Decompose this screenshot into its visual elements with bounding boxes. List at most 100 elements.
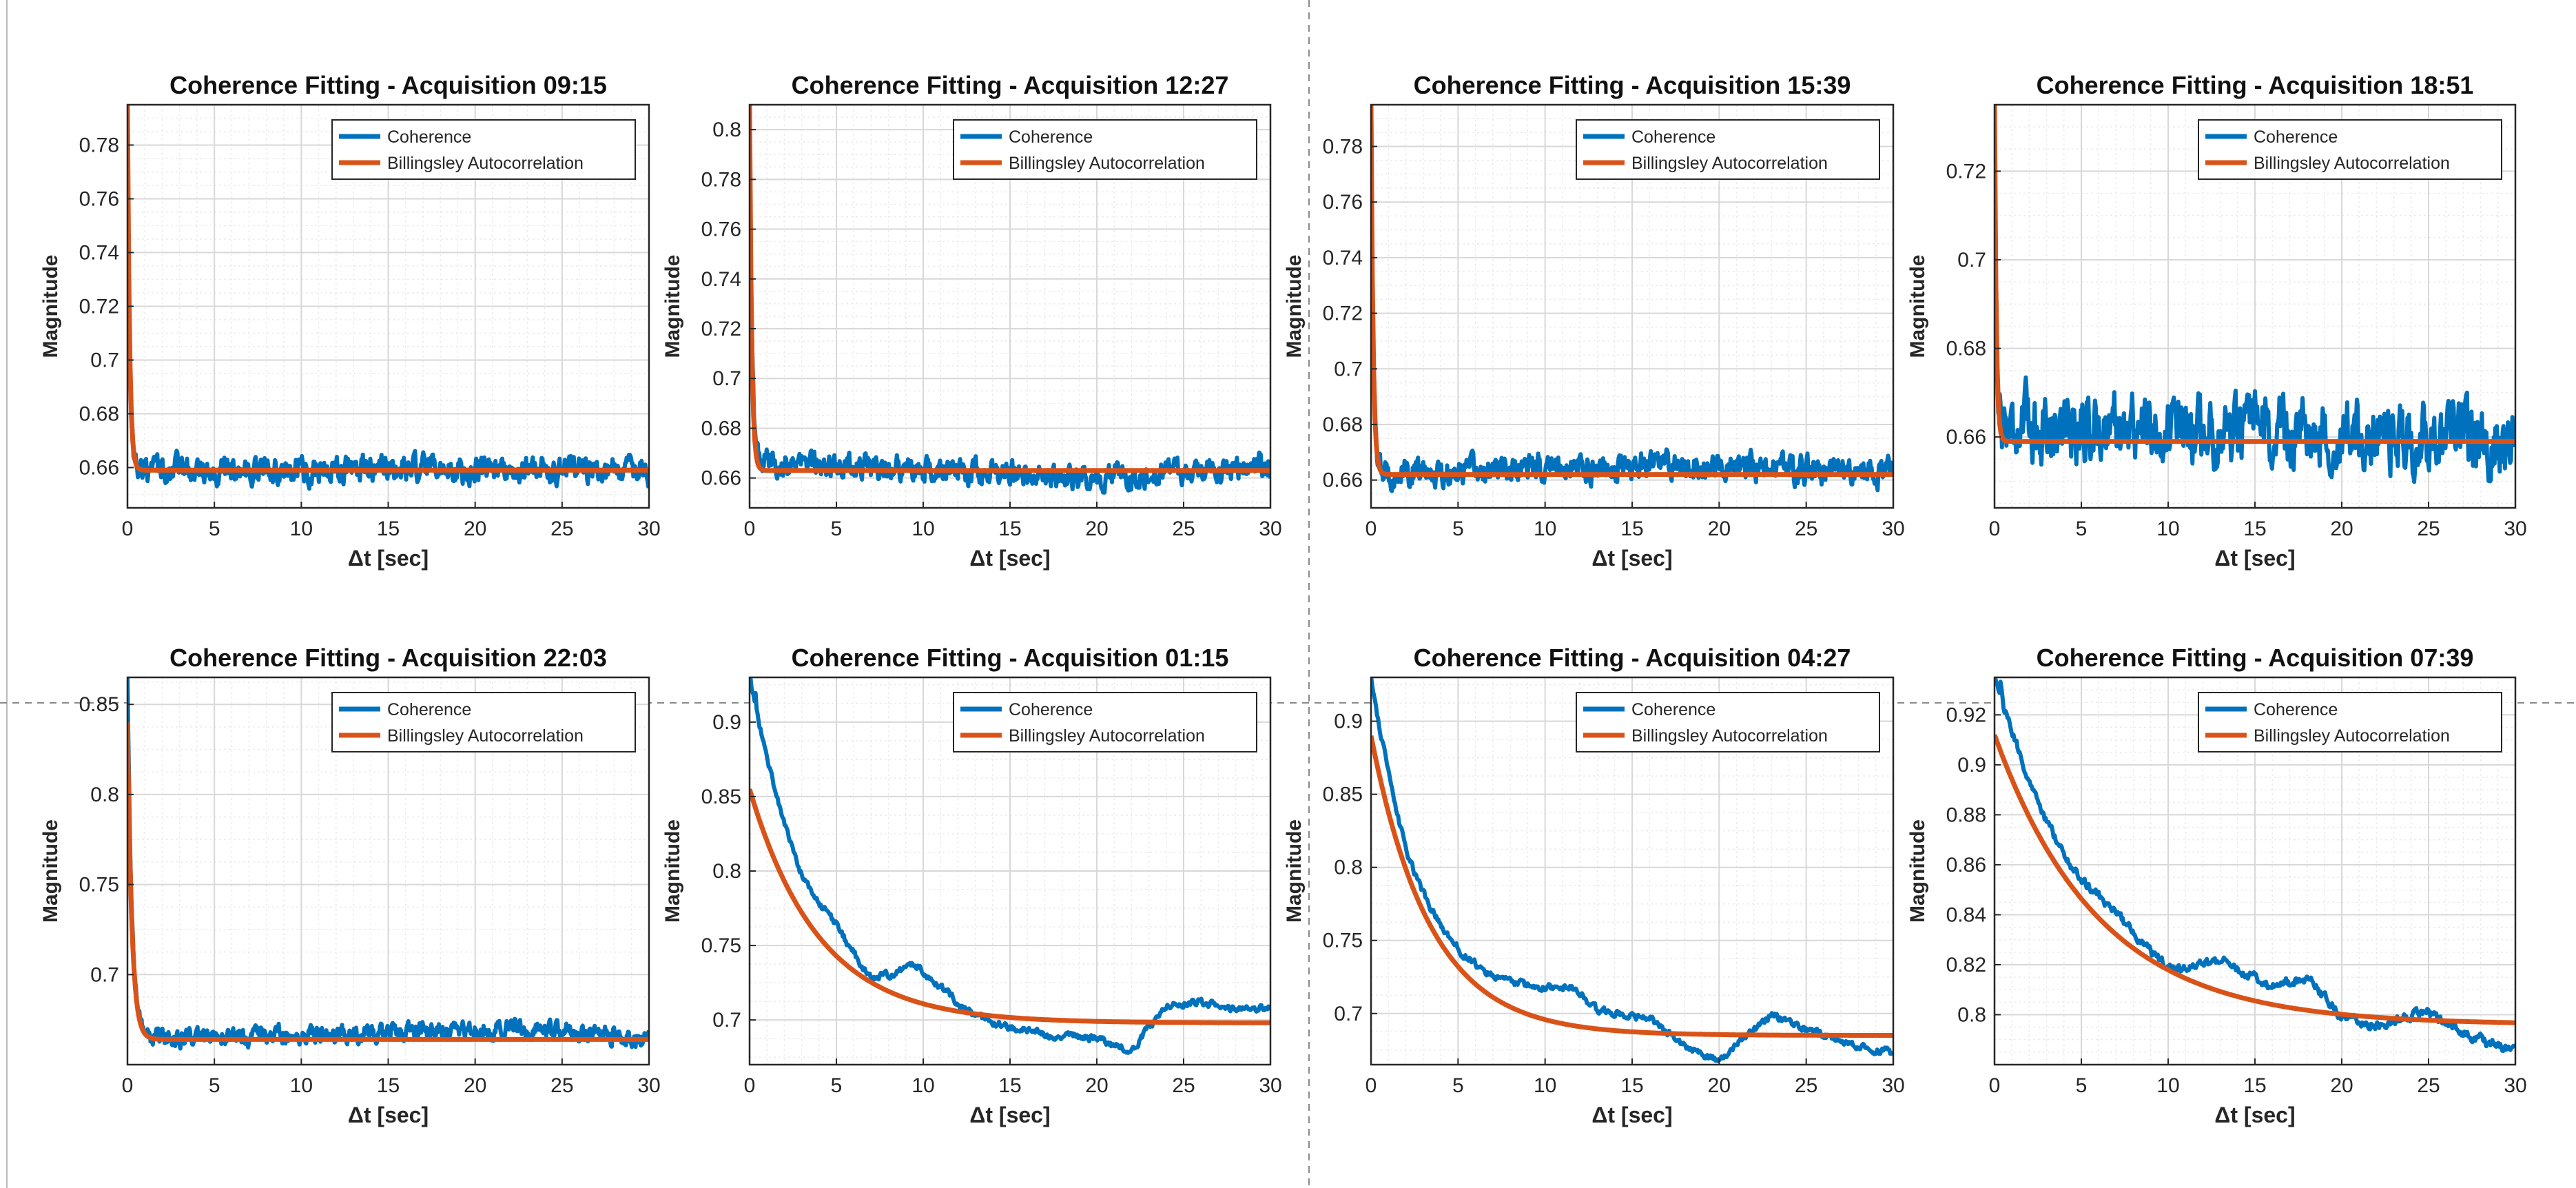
x-tick-label: 5	[2076, 1074, 2088, 1097]
legend-box	[1576, 692, 1880, 752]
y-tick-label: 0.8	[90, 784, 119, 806]
legend-label-coherence: Coherence	[2254, 127, 2338, 147]
x-tick-label: 10	[911, 518, 934, 540]
y-tick-label: 0.68	[1946, 338, 1986, 360]
legend: Coherence Billingsley Autocorrelation	[331, 692, 636, 752]
x-tick-label: 25	[2417, 518, 2440, 540]
legend: Coherence Billingsley Autocorrelation	[1576, 119, 1880, 180]
chart-panel: 0 5 10 15 20 25 30 0.7 0.75 0.8 0.85 0.9 Coherence F…	[661, 644, 1282, 1127]
x-tick-label: 5	[209, 518, 220, 540]
x-tick-label: 30	[637, 1074, 660, 1097]
fit-curve	[127, 105, 649, 473]
legend-label-coherence: Coherence	[1631, 700, 1715, 719]
chart-panel: 0 5 10 15 20 25 30 0.66 0.68 0.7 0.72 0.74 0.76 0.78 C…	[39, 71, 661, 571]
x-tick-label: 15	[998, 518, 1021, 540]
x-tick-label: 0	[1366, 518, 1377, 540]
y-tick-label: 0.72	[701, 318, 741, 340]
x-tick-label: 30	[1882, 1074, 1904, 1097]
y-tick-label: 0.74	[701, 268, 741, 291]
chart-title: Coherence Fitting - Acquisition 07:39	[2037, 644, 2474, 672]
coherence-line	[127, 677, 649, 1051]
legend-label-fit: Billingsley Autocorrelation	[1009, 154, 1205, 173]
chart-panel: 0 5 10 15 20 25 30 0.66 0.68 0.7 0.72 0.74 0.76 0.78 C…	[1283, 71, 1905, 571]
x-tick-label: 15	[377, 518, 400, 540]
legend-label-coherence: Coherence	[1009, 700, 1093, 719]
legend: Coherence Billingsley Autocorrelation	[953, 119, 1257, 180]
x-tick-label: 30	[2504, 1074, 2526, 1097]
x-tick-label: 0	[122, 518, 134, 540]
x-tick-label: 30	[1882, 518, 1904, 540]
y-tick-label: 0.66	[701, 467, 741, 490]
y-tick-label: 0.9	[712, 711, 741, 734]
x-tick-label: 25	[1172, 518, 1195, 540]
legend: Coherence Billingsley Autocorrelation	[2198, 692, 2502, 752]
legend-label-fit: Billingsley Autocorrelation	[387, 154, 584, 173]
coherence-line	[750, 677, 1270, 1055]
legend-box	[331, 692, 636, 752]
x-axis-label: Δt [sec]	[348, 1103, 429, 1127]
x-tick-label: 20	[1708, 518, 1731, 540]
legend-box	[953, 692, 1257, 752]
x-tick-label: 15	[2243, 518, 2266, 540]
y-axis-label: Magnitude	[1283, 819, 1306, 923]
x-tick-label: 10	[2156, 518, 2179, 540]
x-axis-label: Δt [sec]	[1591, 546, 1672, 571]
y-axis-label: Magnitude	[39, 255, 62, 358]
x-tick-label: 20	[464, 518, 486, 540]
y-tick-label: 0.8	[1957, 1003, 1986, 1026]
fit-curve	[1371, 735, 1893, 1038]
x-tick-label: 10	[290, 1074, 313, 1097]
x-tick-label: 5	[831, 518, 843, 540]
x-tick-label: 30	[1259, 518, 1281, 540]
x-tick-label: 20	[1085, 1074, 1108, 1097]
fit-curve	[1371, 105, 1893, 478]
y-tick-label: 0.66	[1946, 426, 1986, 449]
x-tick-label: 0	[1366, 1074, 1377, 1097]
x-tick-label: 25	[2417, 1074, 2440, 1097]
x-tick-label: 0	[122, 1074, 134, 1097]
legend-label-coherence: Coherence	[387, 127, 471, 147]
y-tick-label: 0.75	[1323, 930, 1363, 952]
x-tick-label: 15	[1620, 518, 1643, 540]
y-tick-label: 0.7	[90, 963, 119, 986]
y-tick-label: 0.85	[79, 693, 119, 716]
chart-title: Coherence Fitting - Acquisition 15:39	[1414, 71, 1851, 99]
chart-title: Coherence Fitting - Acquisition 12:27	[792, 71, 1229, 99]
y-tick-label: 0.9	[1957, 754, 1986, 777]
legend-box	[1576, 119, 1880, 180]
y-tick-label: 0.75	[79, 874, 119, 897]
legend-box	[2198, 119, 2502, 180]
coherence-line	[1995, 677, 2515, 1053]
y-axis-label: Magnitude	[1906, 255, 1929, 358]
legend-box	[331, 119, 636, 180]
x-tick-label: 10	[1534, 518, 1556, 540]
chart-title: Coherence Fitting - Acquisition 04:27	[1414, 644, 1851, 672]
x-tick-label: 20	[464, 1074, 486, 1097]
legend: Coherence Billingsley Autocorrelation	[331, 119, 636, 180]
y-tick-label: 0.76	[701, 218, 741, 241]
y-tick-label: 0.78	[1323, 136, 1363, 158]
legend-label-fit: Billingsley Autocorrelation	[387, 726, 584, 746]
y-tick-label: 0.84	[1946, 903, 1986, 926]
legend: Coherence Billingsley Autocorrelation	[1576, 692, 1880, 752]
fit-curve	[1995, 105, 2515, 444]
coherence-line	[1995, 105, 2515, 484]
x-axis-label: Δt [sec]	[969, 546, 1050, 571]
y-tick-label: 0.76	[79, 188, 119, 211]
chart-panel: 0 5 10 15 20 25 30 0.7 0.75 0.8 0.85 Coherence Fitt…	[39, 644, 661, 1127]
legend: Coherence Billingsley Autocorrelation	[2198, 119, 2502, 180]
y-tick-label: 0.9	[1334, 710, 1363, 733]
legend-label-fit: Billingsley Autocorrelation	[2254, 154, 2450, 173]
x-tick-label: 5	[1452, 1074, 1464, 1097]
x-axis-label: Δt [sec]	[2214, 546, 2295, 571]
x-tick-label: 20	[2330, 518, 2353, 540]
y-tick-label: 0.8	[712, 119, 741, 141]
y-tick-label: 0.66	[1323, 469, 1363, 492]
y-tick-label: 0.7	[712, 367, 741, 390]
legend-label-fit: Billingsley Autocorrelation	[1631, 726, 1828, 746]
legend-box	[2198, 692, 2502, 752]
y-tick-label: 0.68	[1323, 413, 1363, 436]
x-tick-label: 0	[1989, 1074, 2001, 1097]
x-tick-label: 0	[1989, 518, 2001, 540]
y-tick-label: 0.88	[1946, 803, 1986, 826]
